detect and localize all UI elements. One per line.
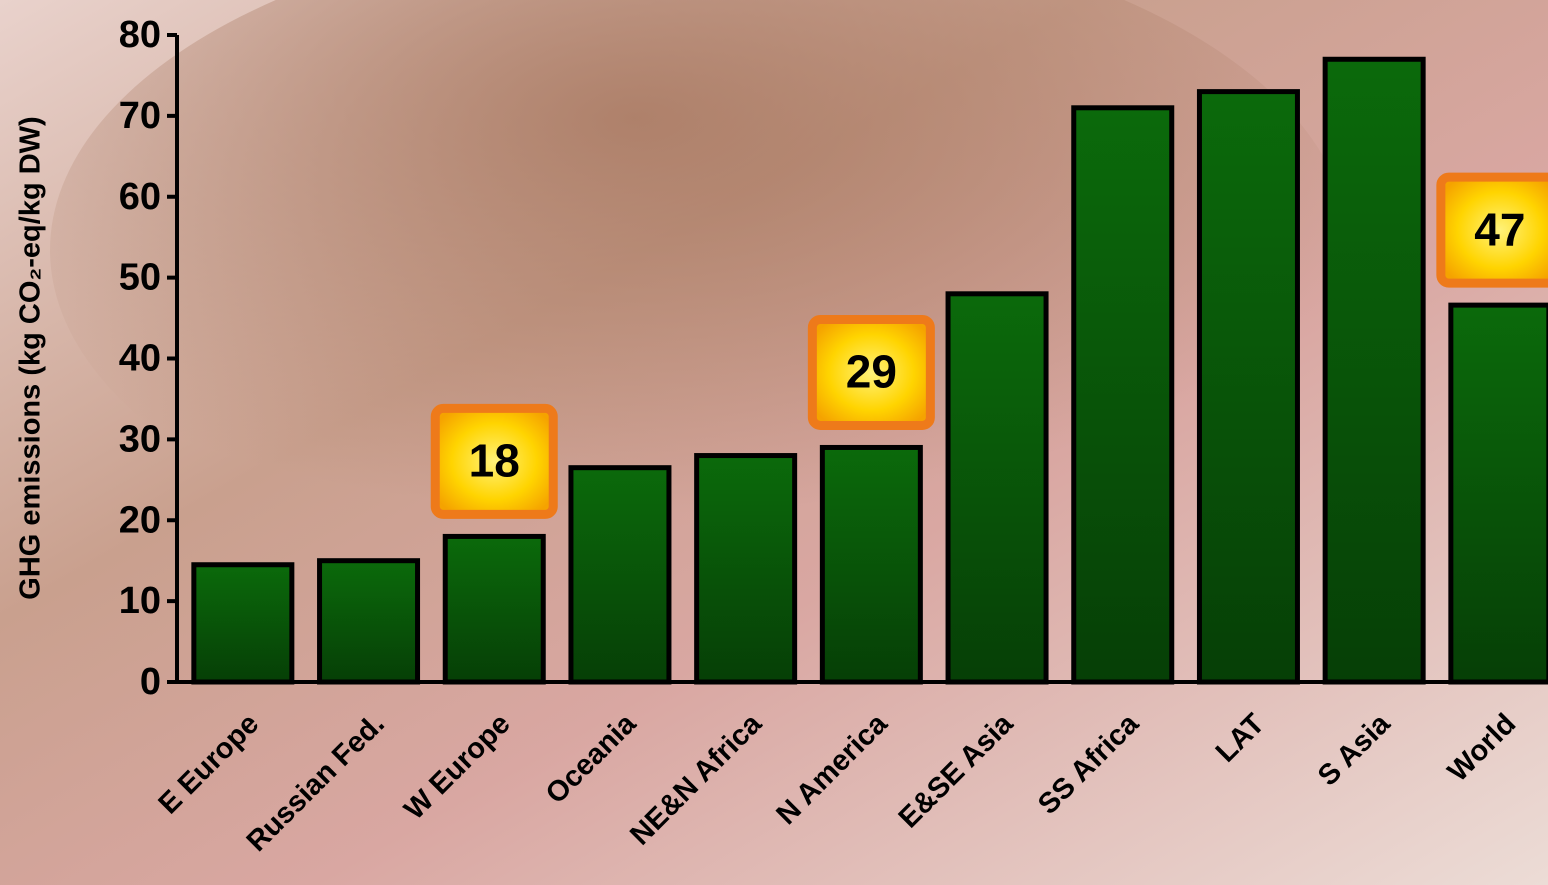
y-tick-label: 0 — [140, 661, 161, 703]
callout-box — [807, 314, 935, 430]
bar — [191, 562, 295, 685]
value-label: 47 — [1474, 203, 1525, 255]
bar — [694, 453, 798, 685]
bar — [317, 558, 421, 685]
y-tick-label: 50 — [119, 257, 161, 299]
bar — [1196, 89, 1300, 685]
y-tick-label: 40 — [119, 338, 161, 380]
y-tick-label: 30 — [119, 418, 161, 460]
y-tick-label: 20 — [119, 499, 161, 541]
y-tick-label: 70 — [119, 95, 161, 137]
bar — [819, 444, 923, 685]
bar — [568, 465, 672, 685]
callout-box — [1436, 172, 1548, 288]
y-tick-label: 10 — [119, 580, 161, 622]
y-tick-label: 80 — [119, 14, 161, 56]
bar — [442, 533, 546, 685]
bar — [1322, 56, 1426, 685]
value-label: 18 — [469, 435, 520, 487]
y-tick-label: 60 — [119, 176, 161, 218]
bar — [1448, 302, 1548, 685]
callout-box — [430, 403, 558, 519]
bar — [945, 291, 1049, 685]
y-axis-label: GHG emissions (kg CO₂-eq/kg DW) — [15, 116, 47, 599]
bar — [1071, 105, 1175, 685]
value-label: 29 — [846, 346, 897, 398]
